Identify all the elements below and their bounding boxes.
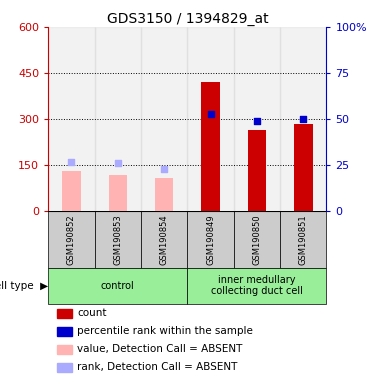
- Text: GSM190854: GSM190854: [160, 214, 169, 265]
- Bar: [187, 212, 234, 268]
- Text: rank, Detection Call = ABSENT: rank, Detection Call = ABSENT: [78, 362, 238, 372]
- Bar: [294, 124, 312, 212]
- Point: [115, 161, 121, 167]
- Bar: [56, 308, 72, 318]
- Text: control: control: [101, 281, 135, 291]
- Point: [161, 166, 167, 172]
- Bar: [248, 130, 266, 212]
- Text: GSM190850: GSM190850: [252, 214, 262, 265]
- Bar: [280, 27, 326, 212]
- Bar: [155, 178, 174, 212]
- Bar: [234, 27, 280, 212]
- Bar: [187, 27, 234, 212]
- Text: cell type  ▶: cell type ▶: [0, 281, 48, 291]
- Text: percentile rank within the sample: percentile rank within the sample: [78, 326, 253, 336]
- Point: [301, 116, 306, 122]
- Text: GSM190851: GSM190851: [299, 214, 308, 265]
- Title: GDS3150 / 1394829_at: GDS3150 / 1394829_at: [106, 12, 268, 26]
- Text: inner medullary
collecting duct cell: inner medullary collecting duct cell: [211, 275, 303, 296]
- Bar: [141, 212, 187, 268]
- Text: GSM190849: GSM190849: [206, 214, 215, 265]
- Bar: [56, 363, 72, 372]
- Bar: [62, 172, 81, 212]
- Text: value, Detection Call = ABSENT: value, Detection Call = ABSENT: [78, 344, 243, 354]
- Bar: [56, 345, 72, 354]
- Point: [254, 118, 260, 124]
- Point: [208, 111, 214, 117]
- Text: GSM190853: GSM190853: [113, 214, 122, 265]
- Point: [69, 159, 75, 165]
- Bar: [280, 212, 326, 268]
- Bar: [48, 212, 95, 268]
- Bar: [48, 268, 187, 304]
- Bar: [109, 175, 127, 212]
- Bar: [234, 212, 280, 268]
- Bar: [56, 327, 72, 336]
- Text: GSM190852: GSM190852: [67, 214, 76, 265]
- Bar: [141, 27, 187, 212]
- Bar: [95, 212, 141, 268]
- Text: count: count: [78, 308, 107, 318]
- Bar: [201, 82, 220, 212]
- Bar: [48, 27, 95, 212]
- Bar: [187, 268, 326, 304]
- Bar: [95, 27, 141, 212]
